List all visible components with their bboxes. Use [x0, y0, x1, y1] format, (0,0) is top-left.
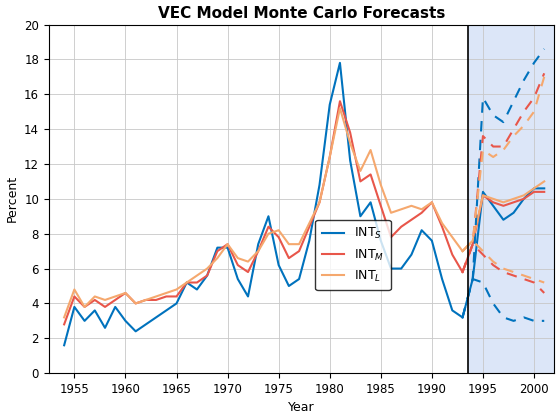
- X-axis label: Year: Year: [288, 402, 315, 415]
- Title: VEC Model Monte Carlo Forecasts: VEC Model Monte Carlo Forecasts: [158, 5, 445, 21]
- Y-axis label: Percent: Percent: [6, 175, 18, 223]
- Bar: [468, 24, 560, 373]
- Legend: INT$_S$, INT$_M$, INT$_L$: INT$_S$, INT$_M$, INT$_L$: [315, 220, 390, 290]
